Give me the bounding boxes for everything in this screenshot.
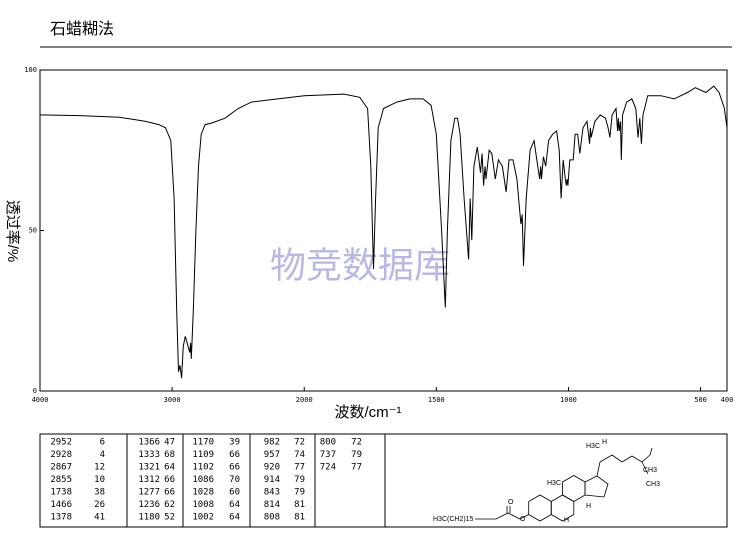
- peak-transmittance: 81: [294, 500, 305, 510]
- structure-label: O: [520, 516, 526, 523]
- peak-wavenumber: 1738: [50, 488, 72, 498]
- structure-label: H3C: [547, 480, 561, 487]
- peak-wavenumber: 1102: [192, 463, 214, 473]
- peak-transmittance: 72: [351, 438, 362, 448]
- y-tick-label: 100: [24, 66, 37, 74]
- peak-wavenumber: 1028: [192, 488, 214, 498]
- y-axis-label: 透过率/%: [4, 200, 21, 263]
- peak-transmittance: 77: [294, 463, 305, 473]
- peak-wavenumber: 1277: [138, 488, 160, 498]
- peak-wavenumber: 800: [320, 438, 336, 448]
- x-tick-label: 2000: [296, 396, 313, 404]
- peak-wavenumber: 2928: [50, 450, 72, 460]
- structure-label: H3C: [586, 443, 600, 450]
- x-axis-label: 波数/cm⁻¹: [334, 404, 401, 421]
- peak-wavenumber: 2952: [50, 438, 72, 448]
- peak-transmittance: 74: [294, 450, 305, 460]
- peak-transmittance: 62: [164, 500, 175, 510]
- watermark: 物竞数据库: [270, 245, 450, 286]
- side-chain: [649, 447, 653, 456]
- peak-transmittance: 79: [294, 488, 305, 498]
- peak-wavenumber: 2855: [50, 475, 72, 485]
- table-frame: [39, 433, 728, 528]
- y-tick-label: 0: [33, 387, 37, 395]
- ring: [550, 494, 575, 522]
- peak-transmittance: 66: [164, 475, 175, 485]
- peak-transmittance: 66: [164, 488, 175, 498]
- peak-wavenumber: 1170: [192, 438, 214, 448]
- structure-label: H: [586, 503, 591, 510]
- peak-wavenumber: 1002: [192, 513, 214, 523]
- x-tick-label: 500: [694, 396, 707, 404]
- peak-wavenumber: 737: [320, 450, 336, 460]
- peak-wavenumber: 920: [264, 463, 280, 473]
- peak-wavenumber: 808: [264, 513, 280, 523]
- peak-wavenumber: 1312: [138, 475, 160, 485]
- structure-label: CH3: [646, 481, 660, 488]
- peak-transmittance: 77: [351, 463, 362, 473]
- peak-wavenumber: 1321: [138, 463, 160, 473]
- peak-transmittance: 81: [294, 513, 305, 523]
- peak-transmittance: 79: [351, 450, 362, 460]
- plot-frame: [39, 69, 728, 392]
- x-tick-label: 3000: [164, 396, 181, 404]
- page-title: 石蜡糊法: [50, 20, 114, 38]
- x-tick-label: 1000: [560, 396, 577, 404]
- peak-transmittance: 68: [164, 450, 175, 460]
- peak-transmittance: 64: [229, 513, 240, 523]
- peak-transmittance: 39: [229, 438, 240, 448]
- peak-transmittance: 70: [229, 475, 240, 485]
- peak-wavenumber: 1086: [192, 475, 214, 485]
- peak-transmittance: 52: [164, 513, 175, 523]
- structure-label: H: [602, 439, 607, 446]
- peak-transmittance: 64: [164, 463, 175, 473]
- peak-wavenumber: 957: [264, 450, 280, 460]
- peak-wavenumber: 1333: [138, 450, 160, 460]
- x-tick-label: 4000: [32, 396, 49, 404]
- side-chain: [641, 461, 649, 475]
- peak-transmittance: 66: [229, 450, 240, 460]
- peak-wavenumber: 1008: [192, 500, 214, 510]
- peak-wavenumber: 2867: [50, 463, 72, 473]
- x-tick-label: 400: [721, 396, 734, 404]
- peak-wavenumber: 724: [320, 463, 336, 473]
- structure-label: CH3: [643, 467, 657, 474]
- peak-transmittance: 60: [229, 488, 240, 498]
- ester: [475, 512, 529, 520]
- peak-transmittance: 4: [100, 450, 105, 460]
- peak-wavenumber: 1109: [192, 450, 214, 460]
- peak-wavenumber: 1466: [50, 500, 72, 510]
- peak-transmittance: 64: [229, 500, 240, 510]
- peak-transmittance: 41: [94, 513, 105, 523]
- peak-transmittance: 10: [94, 475, 105, 485]
- peak-wavenumber: 1378: [50, 513, 72, 523]
- structure-label: O: [508, 499, 514, 506]
- ring: [584, 475, 609, 498]
- peak-transmittance: 6: [100, 438, 105, 448]
- peak-transmittance: 47: [164, 438, 175, 448]
- x-tick-label: 1500: [428, 396, 445, 404]
- ring: [528, 494, 552, 522]
- peak-wavenumber: 843: [264, 488, 280, 498]
- structure-label: H3C(CH2)15: [433, 516, 474, 523]
- peak-transmittance: 26: [94, 500, 105, 510]
- structure: [475, 447, 653, 522]
- peak-wavenumber: 814: [264, 500, 280, 510]
- structure-label: H: [564, 517, 569, 524]
- peak-transmittance: 66: [229, 463, 240, 473]
- peak-wavenumber: 914: [264, 475, 280, 485]
- peak-wavenumber: 1366: [138, 438, 160, 448]
- peak-wavenumber: 1180: [138, 513, 160, 523]
- peak-wavenumber: 1236: [138, 500, 160, 510]
- peak-transmittance: 72: [294, 438, 305, 448]
- peak-transmittance: 79: [294, 475, 305, 485]
- spectrum-line: [39, 85, 728, 379]
- peak-transmittance: 38: [94, 488, 105, 498]
- peak-wavenumber: 982: [264, 438, 280, 448]
- y-tick-label: 50: [29, 227, 37, 235]
- ring: [562, 475, 586, 502]
- peak-transmittance: 12: [94, 463, 105, 473]
